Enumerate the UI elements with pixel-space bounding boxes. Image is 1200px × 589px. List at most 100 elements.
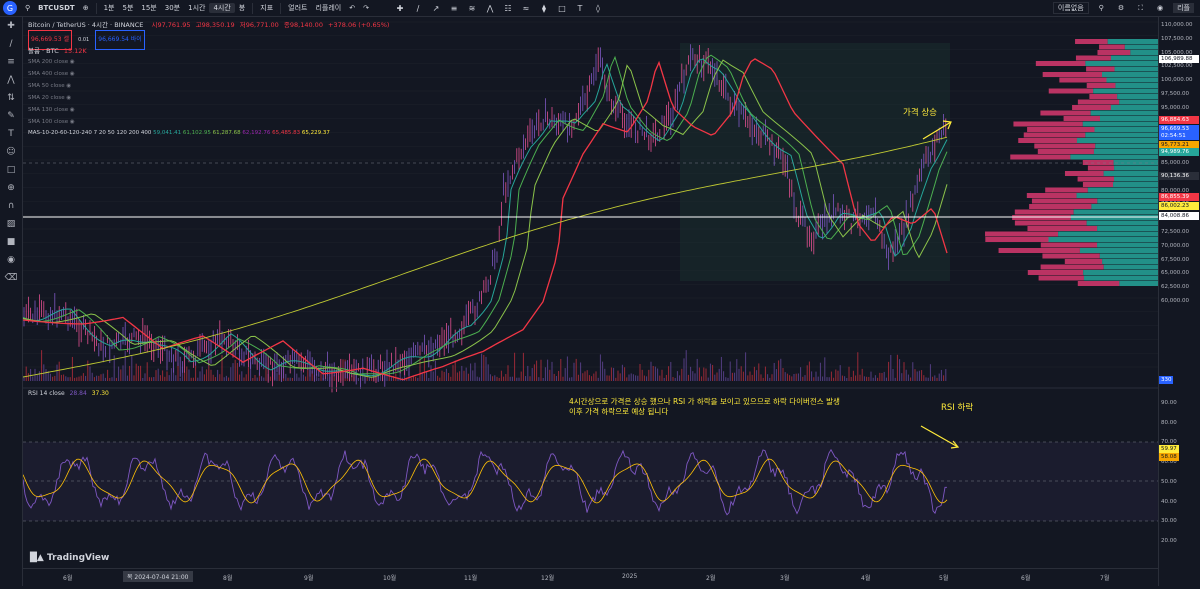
price-up-annotation[interactable]: 가격 상승 [903,108,937,118]
search-icon[interactable]: ⚲ [25,4,31,12]
eye-icon[interactable]: ◉ [69,107,75,113]
volume-profile-bar [1079,248,1158,253]
price-tick-label: 85,000.00 [1161,160,1189,166]
trendline-tool-icon[interactable]: ∕ [9,39,13,49]
volume-profile-bar [1072,105,1111,110]
lock-drawings-icon[interactable]: ▨ [6,219,16,229]
replay-button[interactable]: 리플레이 [315,4,342,12]
ray-icon[interactable]: ↗ [432,3,440,13]
magnet-icon[interactable]: ∩ [7,201,15,211]
volume-profile-bar [1035,61,1086,66]
settings-icon[interactable]: ⚙ [1117,4,1125,12]
price-badge: 96,669.53 [1159,125,1199,133]
eye-icon[interactable]: ◉ [66,83,72,89]
projection-icon[interactable]: ⧫ [542,3,546,13]
pin-icon[interactable]: ◊ [596,3,600,13]
eye-icon[interactable]: ◉ [69,71,75,77]
eye-icon[interactable]: ◉ [69,59,75,65]
sma-row[interactable]: SMA 200 close ◉ [28,56,392,68]
sma-label: SMA 130 close [28,107,69,113]
cursor-icon[interactable]: ✚ [396,3,404,13]
zoom-icon[interactable]: ⊕ [7,183,15,193]
interval-15m[interactable]: 15분 [141,4,157,12]
volume-profile-bar [1013,121,1083,127]
time-label: 7월 [1100,575,1110,582]
chart-area[interactable] [22,17,1158,586]
trash-icon[interactable]: ⌫ [4,273,18,283]
brush-tool-icon[interactable]: ✎ [7,111,15,121]
pattern-tool-icon[interactable]: ⋀ [7,75,15,85]
chart-type-button[interactable]: 봉 [238,4,246,12]
trade-row: 96,669.53 셀 0.01 96,669.54 바이 [28,30,392,50]
symbol-title[interactable]: Bitcoin / TetherUS · 4시간 · BINANCE [28,21,144,29]
time-label: 2025 [622,573,638,580]
interval-30m[interactable]: 30분 [164,4,181,12]
volume-profile-bar [985,237,1049,242]
fullscreen-icon[interactable]: ⛶ [1138,3,1143,12]
sma-row[interactable]: SMA 20 close ◉ [28,92,392,104]
mas-row[interactable]: MAS-10-20-60-120-240 7 20 50 120 200 400… [28,128,392,138]
alert-button[interactable]: 얼러트 [288,4,308,12]
sma-row[interactable]: SMA 100 close ◉ [28,116,392,128]
fib-tool-icon[interactable]: ≡ [7,57,15,67]
time-axis[interactable]: 6월 8월 9월 10월 11월 12월 2025 2월 3월 4월 5월 6월… [23,568,1158,587]
indicators-button[interactable]: 지표 [260,4,274,12]
interval-4h[interactable]: 4시간 [209,3,235,13]
buy-button[interactable]: 96,669.54 바이 [95,30,145,50]
eye-icon[interactable]: ◉ [66,95,72,101]
parallel-channel-icon[interactable]: ≋ [468,3,476,13]
account-button[interactable]: 리플 [1173,3,1194,13]
volume-profile-bar [1113,182,1158,187]
rsi-legend[interactable]: RSI 14 close 28.84 37.30 [28,390,109,397]
eye-icon[interactable]: ◉ [69,119,75,125]
layout-button[interactable]: 이름없음 [1052,2,1089,14]
rsi-value: 28.84 [69,390,87,397]
forecast-tool-icon[interactable]: ⇅ [7,93,15,103]
volume-profile-bar [1119,99,1158,105]
text-tool-icon[interactable]: T [8,129,14,139]
price-tick-label: 70,000.00 [1161,242,1189,249]
volume-legend[interactable]: 볼륨 · BTC 15.12K [28,46,392,56]
sell-button[interactable]: 96,669.53 셀 [28,30,72,50]
divergence-note[interactable]: 4시간상으로 가격은 상승 했으나 RSI 가 하락을 보이고 있으므로 하락 … [569,397,840,417]
brush-icon[interactable]: ≈ [522,3,530,13]
interval-1m[interactable]: 1분 [103,4,115,12]
user-avatar[interactable]: G [3,1,17,15]
volume-profile-bar [1097,50,1131,55]
camera-icon[interactable]: ◉ [1157,4,1164,12]
search-icon-right[interactable]: ⚲ [1098,4,1104,12]
tradingview-logo[interactable]: █▲ TradingView [30,553,109,563]
sma-row[interactable]: SMA 400 close ◉ [28,68,392,80]
eye-icon[interactable]: ◉ [7,255,15,265]
rsi-down-annotation[interactable]: RSI 하락 [941,403,974,413]
crosshair-icon[interactable]: ✚ [7,21,15,31]
volume-profile-bar [1099,44,1125,50]
emoji-tool-icon[interactable]: ☺ [6,147,16,157]
volume-profile-bar [1097,198,1158,204]
interval-1h[interactable]: 1시간 [188,4,206,12]
sma-row[interactable]: SMA 130 close ◉ [28,104,392,116]
sell-label: 셀 [63,36,69,43]
moving-average-line [22,136,948,378]
redo-icon[interactable]: ↷ [363,4,369,12]
volume-profile-bar [1014,220,1087,226]
rectangle-icon[interactable]: □ [558,3,566,13]
symbol-search[interactable]: BTCUSDT [38,4,75,12]
ruler-icon[interactable]: □ [6,165,16,175]
price-tick-label: 60,000.00 [1161,298,1189,304]
undo-icon[interactable]: ↶ [349,4,356,12]
interval-5m[interactable]: 5분 [122,4,134,12]
text-icon[interactable]: T [577,3,583,13]
sma-row[interactable]: SMA 50 close ◉ [28,80,392,92]
lock-icon[interactable]: ■ [6,237,16,247]
mas-value: 61,287.68 [212,130,241,136]
add-symbol-icon[interactable]: ⊕ [82,4,89,12]
price-chart-svg[interactable] [22,17,1158,586]
price-axis[interactable]: 110,000.00 107,500.00 105,000.00 102,500.00… [1158,17,1200,586]
divider [95,2,97,14]
trendline-icon[interactable]: ∕ [416,3,420,13]
pattern-icon[interactable]: ⋀ [486,3,494,13]
volume-profile-bar [1099,116,1158,121]
horizontal-lines-icon[interactable]: ≡ [450,3,458,13]
fib-icon[interactable]: ☷ [504,3,512,13]
